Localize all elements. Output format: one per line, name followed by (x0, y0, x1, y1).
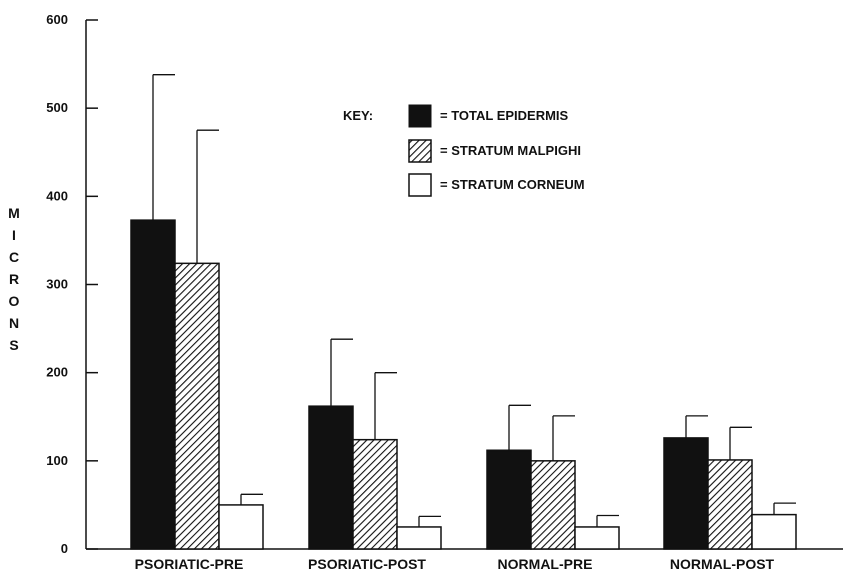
y-axis-label-letter: I (12, 227, 16, 243)
legend-label-stratum-corneum: = STRATUM CORNEUM (440, 177, 585, 192)
y-tick-label: 300 (46, 277, 68, 292)
bar-stratum-corneum (396, 526, 442, 550)
bar-stratum-malpighi (707, 459, 753, 550)
bar-total-epidermis (663, 437, 709, 550)
legend-swatch-stratum-malpighi (408, 139, 432, 163)
y-axis-label-letter: S (9, 337, 18, 353)
legend-swatch-stratum-corneum (408, 173, 432, 197)
y-axis-label-letter: M (8, 205, 20, 221)
y-tick-label: 0 (61, 541, 68, 556)
x-axis: PSORIATIC-PRE PSORIATIC-POST NORMAL-PRE NOR… (86, 548, 843, 572)
y-tick-label: 100 (46, 453, 68, 468)
error-bars (152, 74, 796, 527)
y-axis-label-letter: R (9, 271, 19, 287)
category-label: NORMAL-POST (670, 556, 775, 572)
legend-label-total-epidermis: = TOTAL EPIDERMIS (440, 108, 569, 123)
bar-stratum-corneum (574, 526, 620, 550)
category-label: PSORIATIC-PRE (135, 556, 244, 572)
bar-stratum-corneum (751, 513, 797, 550)
y-axis: 0 100 200 300 400 500 600 (46, 12, 98, 556)
legend-label-stratum-malpighi: = STRATUM MALPIGHI (440, 143, 581, 158)
bars (130, 219, 797, 550)
bar-stratum-corneum (218, 504, 264, 550)
y-tick-label: 600 (46, 12, 68, 27)
bar-stratum-malpighi (352, 438, 398, 550)
y-tick-label: 400 (46, 188, 68, 203)
y-axis-label-letter: N (9, 315, 19, 331)
category-label: PSORIATIC-POST (308, 556, 426, 572)
legend-swatch-total-epidermis (408, 104, 432, 128)
legend-title: KEY: (343, 108, 373, 123)
y-axis-label-letter: O (9, 293, 20, 309)
bar-total-epidermis (308, 405, 354, 550)
bar-total-epidermis (130, 219, 176, 550)
y-axis-label-letter: C (9, 249, 19, 265)
bar-stratum-malpighi (174, 262, 220, 550)
bar-stratum-malpighi (530, 460, 576, 550)
category-label: NORMAL-PRE (498, 556, 593, 572)
legend: KEY: = TOTAL EPIDERMIS = STRATUM MALPIGH… (343, 104, 585, 197)
y-tick-label: 500 (46, 100, 68, 115)
y-tick-label: 200 (46, 365, 68, 380)
bar-total-epidermis (486, 449, 532, 550)
